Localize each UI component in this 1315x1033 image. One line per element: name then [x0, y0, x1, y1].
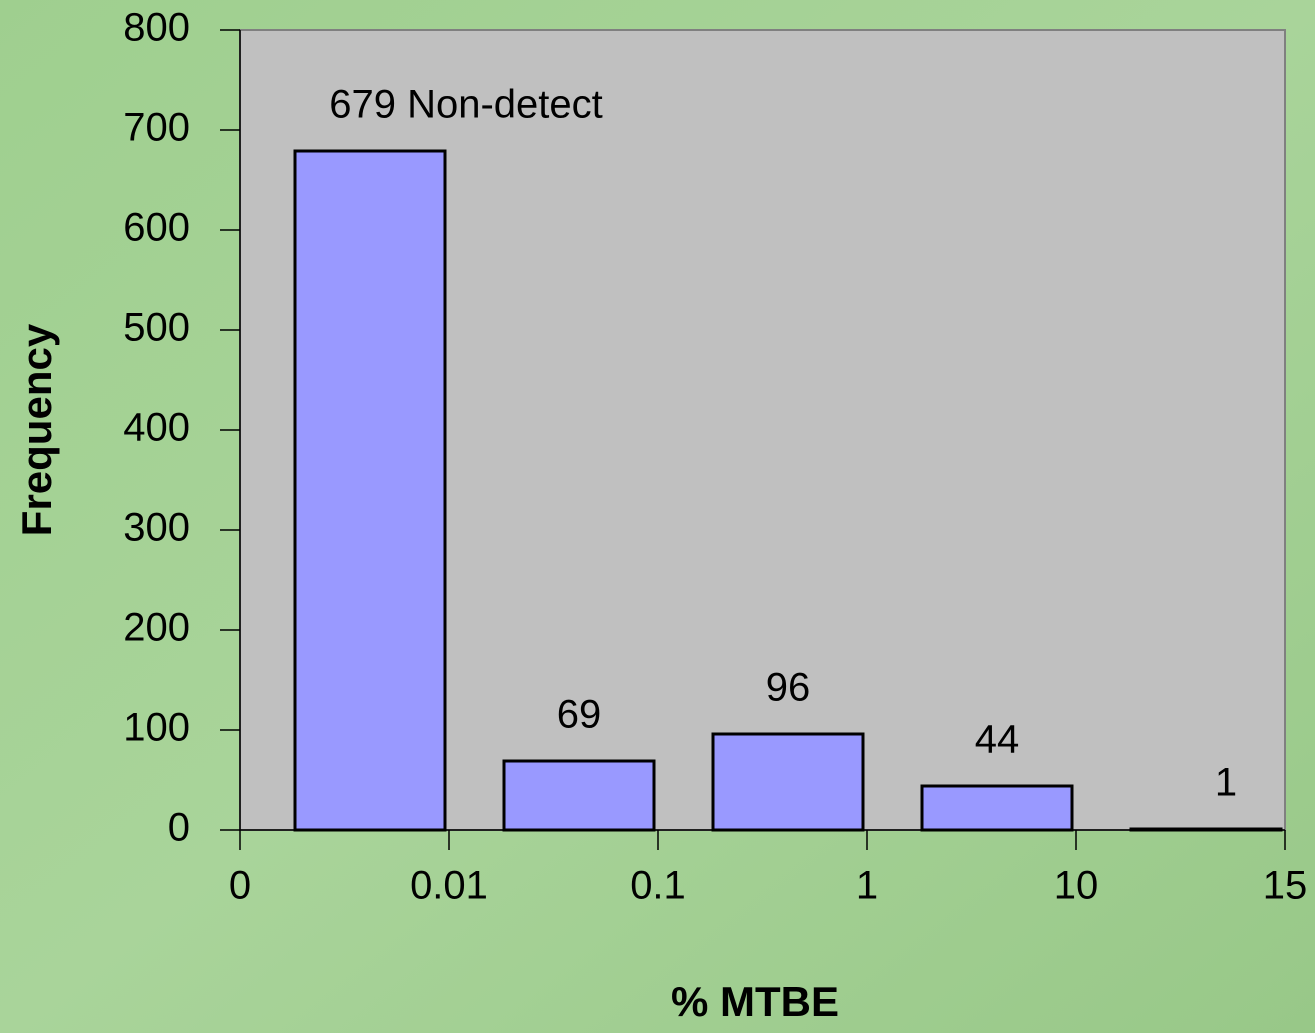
- data-label: 96: [766, 666, 811, 710]
- y-tick-label: 0: [168, 806, 190, 850]
- x-tick-label: 10: [1054, 864, 1099, 908]
- bar: [502, 759, 656, 832]
- bar: [1129, 827, 1283, 832]
- x-axis-title: % MTBE: [671, 978, 839, 1025]
- y-tick-label: 800: [123, 6, 190, 50]
- bar: [920, 784, 1074, 832]
- bar: [293, 149, 447, 832]
- data-label: 1: [1215, 761, 1237, 805]
- y-tick-label: 500: [123, 306, 190, 350]
- y-tick-label: 200: [123, 606, 190, 650]
- x-tick-label: 0.01: [410, 864, 488, 908]
- y-tick-label: 400: [123, 406, 190, 450]
- y-tick-label: 700: [123, 106, 190, 150]
- x-tick-label: 1: [856, 864, 878, 908]
- y-tick-label: 100: [123, 706, 190, 750]
- y-tick-label: 600: [123, 206, 190, 250]
- x-tick-label: 0.1: [630, 864, 686, 908]
- data-label: 69: [557, 693, 602, 737]
- data-label: 679 Non-detect: [329, 83, 603, 127]
- y-tick-label: 300: [123, 506, 190, 550]
- y-axis-title: Frequency: [13, 323, 60, 536]
- data-label: 44: [975, 718, 1020, 762]
- x-tick-label: 0: [229, 864, 251, 908]
- x-tick-label: 15: [1263, 864, 1308, 908]
- bar: [711, 732, 865, 832]
